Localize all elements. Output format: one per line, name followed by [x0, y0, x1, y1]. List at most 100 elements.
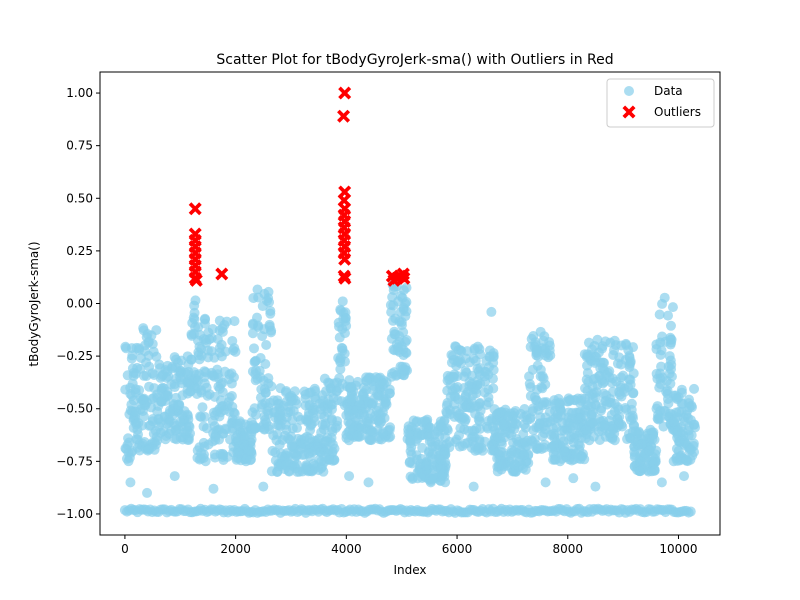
data-point [629, 450, 640, 461]
data-point [679, 471, 690, 482]
data-point [134, 385, 145, 396]
data-point [457, 440, 468, 451]
data-point [319, 451, 330, 462]
data-point [403, 428, 414, 439]
data-point [201, 423, 212, 434]
outlier-point [189, 273, 203, 287]
data-point [144, 444, 155, 455]
data-point [250, 369, 261, 380]
data-point [241, 453, 252, 464]
data-point [460, 402, 471, 413]
data-point [654, 412, 665, 423]
data-point [317, 461, 328, 472]
data-point [556, 425, 567, 436]
data-point [684, 394, 695, 405]
data-point [293, 411, 304, 422]
data-point [668, 416, 679, 427]
data-point [449, 382, 460, 393]
data-point [280, 387, 291, 398]
data-point [175, 432, 186, 443]
data-point [665, 355, 676, 366]
data-point [585, 416, 596, 427]
data-point [124, 452, 135, 463]
data-point [127, 378, 138, 389]
data-point [208, 407, 219, 418]
data-point [614, 389, 625, 400]
data-point [361, 375, 372, 386]
data-point [448, 354, 459, 365]
data-point [219, 405, 230, 416]
data-point [649, 465, 660, 476]
data-point [464, 357, 475, 368]
data-point [143, 336, 154, 347]
data-point [601, 399, 612, 410]
data-point [540, 477, 551, 488]
data-point [401, 282, 412, 293]
data-point [344, 425, 355, 436]
data-point [590, 481, 601, 492]
data-point [153, 413, 164, 424]
data-point [304, 433, 315, 444]
data-point [303, 448, 314, 459]
data-point [412, 433, 423, 444]
legend-data-marker [624, 86, 634, 96]
data-point [335, 353, 346, 364]
data-point [367, 385, 378, 396]
data-point [450, 436, 461, 447]
data-point [289, 386, 300, 397]
data-point [286, 440, 297, 451]
data-point [547, 423, 558, 434]
data-point [120, 384, 131, 395]
data-point [308, 458, 319, 469]
data-point [373, 415, 384, 426]
data-point [424, 473, 435, 484]
data-point [337, 296, 348, 307]
data-point [213, 381, 224, 392]
data-point [460, 365, 471, 376]
data-point [548, 440, 559, 451]
data-point [484, 351, 495, 362]
data-point [144, 420, 155, 431]
data-point [165, 405, 176, 416]
data-point [138, 411, 149, 422]
data-point [370, 372, 381, 383]
data-point [214, 347, 225, 358]
data-point [384, 388, 395, 399]
data-point [227, 401, 238, 412]
data-point [592, 334, 603, 345]
data-point [462, 425, 473, 436]
data-point [684, 445, 695, 456]
legend: Data Outliers [606, 78, 715, 128]
outlier-point [338, 252, 352, 266]
data-point [194, 442, 205, 453]
data-point [614, 411, 625, 422]
data-point [540, 379, 551, 390]
data-point [155, 363, 166, 374]
data-point [179, 406, 190, 417]
data-point [131, 406, 142, 417]
data-point [677, 426, 688, 437]
data-point [689, 383, 700, 394]
data-point [666, 334, 677, 345]
data-point [486, 306, 497, 317]
data-point [492, 408, 503, 419]
data-point [267, 445, 278, 456]
data-point [334, 383, 345, 394]
data-point [574, 440, 585, 451]
data-point [495, 446, 506, 457]
outlier-point [338, 86, 352, 100]
data-point [618, 370, 629, 381]
data-point [294, 466, 305, 477]
data-point [472, 341, 483, 352]
x-tick-label: 10000 [659, 542, 697, 556]
y-tick-label: −0.25 [56, 349, 93, 363]
data-point [327, 439, 338, 450]
data-point [579, 393, 590, 404]
data-point [644, 445, 655, 456]
data-point [435, 471, 446, 482]
data-point [163, 417, 174, 428]
data-point [495, 433, 506, 444]
data-point [388, 300, 399, 311]
data-point [672, 394, 683, 405]
data-point [210, 431, 221, 442]
